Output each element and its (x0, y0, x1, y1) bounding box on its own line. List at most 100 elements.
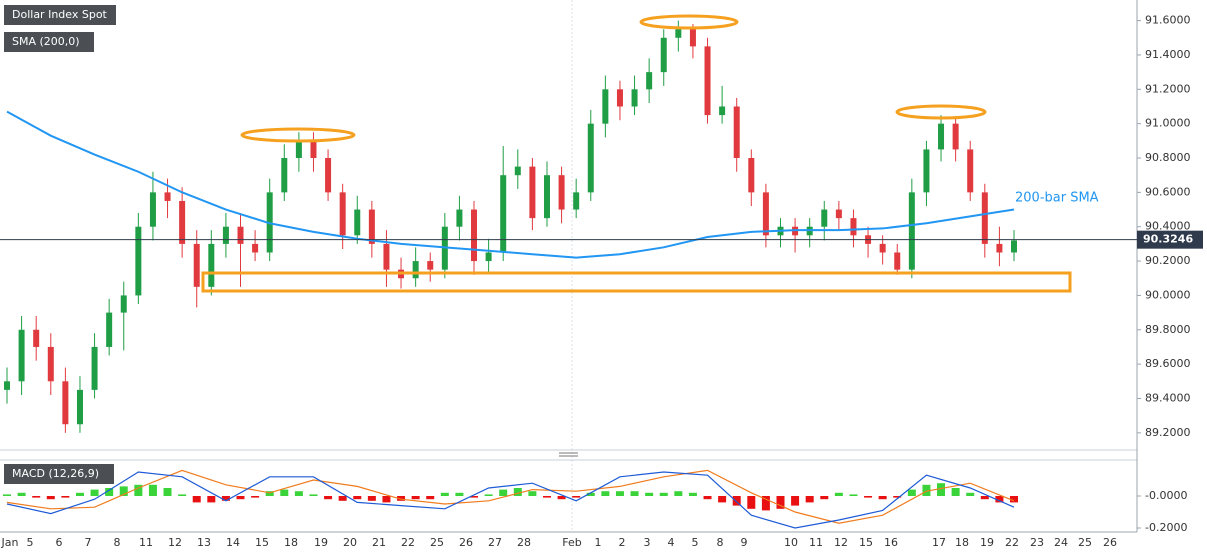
x-tick-label: 5 (27, 536, 34, 549)
x-tick-label: 25 (1078, 536, 1092, 549)
x-tick-label: 18 (284, 536, 298, 549)
candle-body (222, 226, 229, 244)
candle-body (675, 29, 682, 38)
histogram-bar (542, 496, 551, 498)
sma-line (6, 110, 1015, 259)
y-tick-label: -0.0000 (1145, 489, 1187, 502)
x-tick-label: 15 (859, 536, 873, 549)
candle-body (456, 209, 463, 227)
histogram-bar (411, 496, 420, 500)
candle-body (996, 243, 1003, 253)
x-tick-label: 18 (955, 536, 969, 549)
candle-body (47, 346, 54, 382)
x-tick-label: 12 (834, 536, 848, 549)
histogram-bar (805, 496, 814, 503)
histogram-bar (907, 489, 916, 496)
histogram-bar (645, 492, 654, 496)
histogram-bar (937, 483, 946, 496)
histogram-bar (703, 496, 712, 500)
x-tick-label: 15 (255, 536, 269, 549)
marks: 89.2000 89.4000 89.6000 89.8000 90.0000 90.20… (0, 14, 1191, 549)
y-tick-label: -0.2000 (1145, 521, 1187, 534)
candle-body (4, 381, 10, 390)
x-tick-label: 7 (85, 536, 92, 549)
y-tick-label: 89.8000 (1145, 323, 1191, 336)
candle-body (602, 89, 609, 124)
legend-box (4, 32, 94, 52)
support-zone (201, 271, 1072, 293)
legend-entry: SMA (200,0) (12, 35, 80, 48)
candle-body (879, 243, 886, 253)
candle-body (295, 140, 302, 159)
x-tick-label: 19 (980, 536, 994, 549)
candle-body (500, 175, 507, 253)
histogram-bar (367, 496, 376, 501)
histogram-bar (90, 489, 99, 496)
histogram-bar (178, 494, 187, 496)
macd-title: MACD (12,26,9) (12, 467, 99, 480)
candle-body (689, 29, 696, 47)
histogram-bar (601, 491, 610, 496)
candle-body (193, 243, 200, 287)
x-tick-label: Jan (1, 536, 19, 549)
candle-body (18, 329, 25, 382)
histogram-bar (864, 496, 873, 498)
histogram-bar (280, 489, 289, 496)
x-tick-label: 9 (741, 536, 748, 549)
candle-body (325, 158, 332, 193)
candle-body (967, 149, 974, 193)
peak-ellipse (639, 14, 739, 30)
y-tick-label: 89.6000 (1145, 357, 1191, 370)
histogram-bar (207, 496, 216, 503)
candle-body (135, 226, 142, 296)
x-tick-label: 14 (226, 536, 240, 549)
histogram-bar (674, 491, 683, 496)
histogram-bar (966, 492, 975, 496)
histogram-bar (557, 496, 566, 500)
x-tick-label: 10 (784, 536, 798, 549)
histogram-bar (426, 496, 435, 500)
last-price-label: 90.3246 (1143, 233, 1193, 246)
candle-body (704, 46, 711, 116)
x-tick-label: 22 (1005, 536, 1019, 549)
histogram-bar (265, 491, 274, 496)
candle-body (485, 252, 492, 262)
x-tick-label: 11 (139, 536, 153, 549)
histogram-bar (878, 496, 887, 500)
histogram-bar (849, 494, 858, 496)
histogram-bar (440, 492, 449, 496)
x-tick-label: 2 (619, 536, 626, 549)
x-tick-label: 26 (459, 536, 473, 549)
histogram-bar (615, 491, 624, 496)
histogram-bar (251, 496, 260, 498)
y-tick-label: 90.4000 (1145, 220, 1191, 233)
histogram-bar (236, 496, 245, 500)
candle-body (952, 123, 959, 150)
histogram-bar (718, 496, 727, 503)
histogram-bar (747, 496, 756, 509)
candle-body (646, 72, 653, 90)
x-tick-label: 24 (1054, 536, 1068, 549)
candle-body (733, 106, 740, 159)
panel-handle (559, 452, 578, 457)
histogram-bar (148, 484, 157, 496)
candle-body (894, 252, 901, 270)
legend-box (4, 464, 114, 484)
histogram-bar (397, 496, 406, 501)
candle-body (383, 243, 390, 270)
candle-body (981, 192, 988, 244)
x-tick-label: 6 (56, 536, 63, 549)
histogram-bar (324, 496, 333, 500)
histogram-bar (834, 492, 843, 496)
candle-body (660, 37, 667, 73)
histogram-bar (134, 484, 143, 496)
legend: Dollar Index Spot SMA (200,0) MACD (12,2… (4, 5, 116, 484)
x-tick-label: 8 (717, 536, 724, 549)
x-tick-label: 27 (488, 536, 502, 549)
x-tick-label: 19 (314, 536, 328, 549)
y-tick-label: 89.4000 (1145, 391, 1191, 404)
candle-body (850, 218, 857, 236)
y-tick-label: 91.0000 (1145, 117, 1191, 130)
histogram-bar (470, 496, 479, 498)
candle-body (514, 166, 521, 176)
